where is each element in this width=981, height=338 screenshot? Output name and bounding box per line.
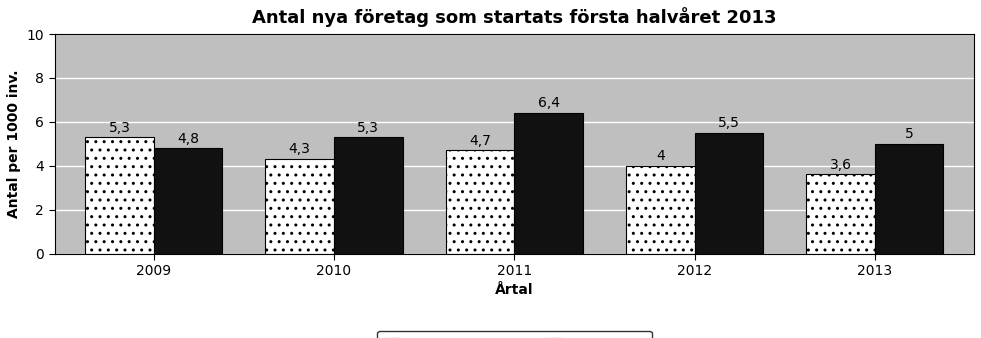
- Bar: [445, 150, 514, 254]
- Bar: [875, 144, 944, 254]
- Bar: [154, 148, 223, 254]
- Bar: [266, 159, 334, 254]
- Bar: [695, 133, 763, 254]
- Title: Antal nya företag som startats första halvåret 2013: Antal nya företag som startats första ha…: [252, 7, 777, 27]
- Text: 4,8: 4,8: [177, 131, 199, 146]
- Bar: [806, 174, 875, 254]
- Bar: [626, 166, 695, 254]
- Y-axis label: Antal per 1000 inv.: Antal per 1000 inv.: [7, 70, 21, 218]
- Text: 4,3: 4,3: [288, 143, 311, 156]
- Text: 4: 4: [656, 149, 665, 163]
- Text: 3,6: 3,6: [830, 158, 852, 172]
- X-axis label: Årtal: Årtal: [495, 284, 534, 297]
- Legend: Essunga kommun, Medel KKiK: Essunga kommun, Medel KKiK: [377, 331, 651, 338]
- Bar: [85, 137, 154, 254]
- Bar: [334, 137, 402, 254]
- Text: 4,7: 4,7: [469, 134, 490, 148]
- Text: 5: 5: [904, 127, 913, 141]
- Text: 6,4: 6,4: [538, 96, 559, 111]
- Text: 5,3: 5,3: [109, 121, 130, 135]
- Text: 5,3: 5,3: [357, 121, 380, 135]
- Text: 5,5: 5,5: [718, 116, 740, 130]
- Bar: [514, 113, 583, 254]
